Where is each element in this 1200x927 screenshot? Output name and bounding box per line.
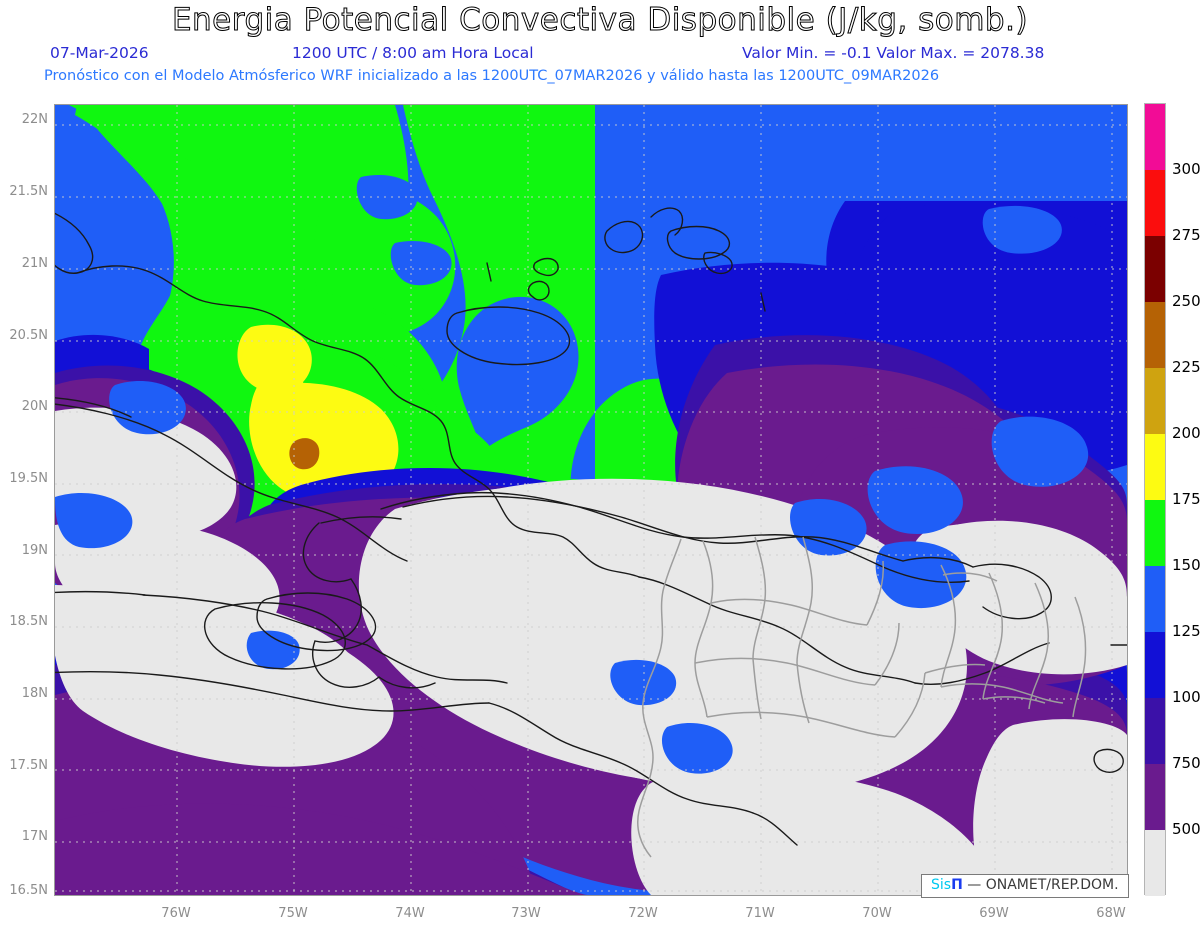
- colorbar-band-2000-2250: [1145, 368, 1165, 434]
- colorbar-band-2250-2500: [1145, 302, 1165, 368]
- lat-tick-18N: 18N: [21, 686, 48, 701]
- lon-tick-69W: 69W: [979, 906, 1009, 921]
- lat-tick-17N: 17N: [21, 829, 48, 844]
- colorbar-tick-1750: 1750: [1172, 490, 1200, 508]
- lat-tick-18-5N: 18.5N: [9, 614, 48, 629]
- attribution-organization: — ONAMET/REP.DOM.: [967, 877, 1119, 893]
- lat-tick-22N: 22N: [21, 112, 48, 127]
- colorbar-tick-2500: 2500: [1172, 292, 1200, 310]
- value-range-text: Valor Min. = -0.1 Valor Max. = 2078.38: [742, 44, 1045, 62]
- lat-tick-19N: 19N: [21, 543, 48, 558]
- lat-tick-16-5N: 16.5N: [9, 883, 48, 898]
- colorbar-band-500-750: [1145, 764, 1165, 830]
- lon-tick-70W: 70W: [862, 906, 892, 921]
- colorbar-band-1750-2000: [1145, 434, 1165, 500]
- lon-tick-72W: 72W: [628, 906, 658, 921]
- forecast-date: 07-Mar-2026: [50, 44, 149, 62]
- lat-tick-21N: 21N: [21, 256, 48, 271]
- colorbar-tick-2250: 2250: [1172, 358, 1200, 376]
- colorbar-tick-3000: 3000: [1172, 160, 1200, 178]
- lon-tick-75W: 75W: [278, 906, 308, 921]
- model-description: Pronóstico con el Modelo Atmósferico WRF…: [44, 68, 940, 84]
- colorbar-tick-2750: 2750: [1172, 226, 1200, 244]
- attribution-pi-symbol: Π: [951, 877, 963, 893]
- lon-tick-74W: 74W: [395, 906, 425, 921]
- colorbar-tick-500: 500: [1172, 820, 1200, 838]
- header: Energia Potencial Convectiva Disponible …: [0, 0, 1200, 95]
- colorbar-tick-2000: 2000: [1172, 424, 1200, 442]
- lon-tick-68W: 68W: [1096, 906, 1126, 921]
- lon-tick-73W: 73W: [511, 906, 541, 921]
- colorbar-band-1500-1750: [1145, 500, 1165, 566]
- lat-tick-20-5N: 20.5N: [9, 328, 48, 343]
- attribution-badge: SisΠ — ONAMET/REP.DOM.: [921, 874, 1129, 898]
- lon-tick-76W: 76W: [161, 906, 191, 921]
- lat-tick-17-5N: 17.5N: [9, 758, 48, 773]
- colorbar-tick-1000: 1000: [1172, 688, 1200, 706]
- colorbar-band-2500-2750: [1145, 236, 1165, 302]
- lat-tick-19-5N: 19.5N: [9, 471, 48, 486]
- cape-contour-field: [55, 105, 1127, 895]
- colorbar-tick-750: 750: [1172, 754, 1200, 772]
- colorbar-band-750-1000: [1145, 698, 1165, 764]
- colorbar-tick-1500: 1500: [1172, 556, 1200, 574]
- colorbar-band-2750-3000: [1145, 170, 1165, 236]
- colorbar-tick-1250: 1250: [1172, 622, 1200, 640]
- forecast-time: 1200 UTC / 8:00 am Hora Local: [292, 44, 534, 62]
- colorbar-band-above-3000: [1145, 104, 1165, 170]
- lon-tick-71W: 71W: [745, 906, 775, 921]
- colorbar-band-1250-1500: [1145, 566, 1165, 632]
- page-title: Energia Potencial Convectiva Disponible …: [171, 2, 1029, 39]
- colorbar-band-1000-1250: [1145, 632, 1165, 698]
- attribution-sis-text: Sis: [931, 877, 952, 893]
- lat-tick-20N: 20N: [21, 399, 48, 414]
- map-plot-area[interactable]: [54, 104, 1128, 896]
- lat-tick-21-5N: 21.5N: [9, 184, 48, 199]
- colorbar-band-below-500: [1145, 830, 1165, 896]
- cape-colorbar[interactable]: [1144, 103, 1166, 896]
